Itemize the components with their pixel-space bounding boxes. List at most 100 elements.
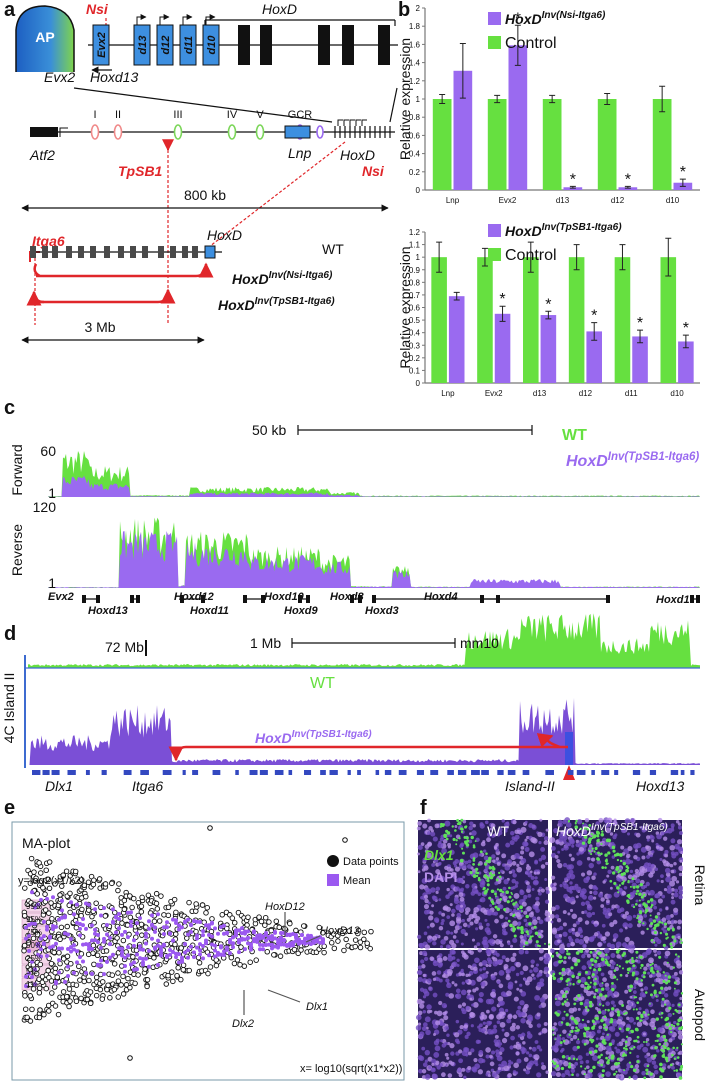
dlx1-signal bbox=[663, 1045, 667, 1050]
gene-label: Hoxd9 bbox=[284, 605, 319, 617]
mean-point bbox=[228, 938, 232, 943]
dlx1-signal bbox=[635, 950, 639, 954]
data-point bbox=[258, 918, 265, 925]
dapi-nucleus bbox=[551, 846, 556, 851]
genotype-superscript: Inv(Nsi-Itga6) bbox=[269, 270, 333, 281]
dlx1-signal bbox=[623, 1012, 626, 1016]
dlx1-signal bbox=[658, 1042, 662, 1046]
dapi-nucleus bbox=[604, 947, 610, 954]
dlx1-signal bbox=[592, 1024, 596, 1028]
dapi-nucleus bbox=[446, 1033, 450, 1037]
mean-point bbox=[90, 971, 94, 976]
dapi-nucleus bbox=[567, 912, 571, 916]
dapi-nucleus bbox=[643, 986, 649, 991]
mean-point bbox=[123, 964, 127, 969]
dapi-nucleus bbox=[633, 854, 638, 860]
dlx1-signal bbox=[639, 966, 642, 969]
dapi-nucleus bbox=[449, 966, 453, 970]
dlx1-signal bbox=[653, 926, 657, 930]
dlx1-signal bbox=[611, 845, 616, 850]
dlx1-signal bbox=[464, 841, 468, 845]
legend-label: Control bbox=[505, 35, 557, 52]
data-point bbox=[298, 947, 304, 953]
dapi-nucleus bbox=[554, 854, 559, 859]
dapi-nucleus bbox=[533, 966, 539, 973]
dapi-nucleus bbox=[584, 998, 590, 1005]
dlx1-signal bbox=[601, 982, 604, 984]
label: 4C Island II bbox=[1, 673, 17, 744]
dlx1-signal bbox=[596, 1061, 600, 1064]
dapi-nucleus bbox=[482, 1021, 486, 1025]
data-point bbox=[79, 906, 85, 913]
label: AP bbox=[35, 29, 54, 45]
dlx1-signal bbox=[483, 874, 487, 878]
dapi-nucleus bbox=[417, 821, 422, 826]
dapi-nucleus bbox=[567, 843, 571, 847]
dapi-nucleus bbox=[678, 970, 684, 975]
dapi-nucleus bbox=[571, 844, 575, 848]
dlx1-signal bbox=[660, 986, 664, 990]
dapi-nucleus bbox=[673, 907, 679, 913]
dlx1-signal bbox=[591, 1019, 595, 1023]
dlx1-signal bbox=[469, 870, 473, 875]
data-point bbox=[99, 996, 106, 1002]
dapi-nucleus bbox=[491, 854, 496, 859]
dlx1-signal bbox=[608, 1042, 613, 1047]
dapi-nucleus bbox=[514, 980, 518, 984]
dlx1-signal bbox=[605, 953, 608, 957]
dapi-nucleus bbox=[586, 870, 593, 876]
dapi-nucleus bbox=[677, 1030, 683, 1036]
data-point bbox=[66, 986, 73, 992]
mean-point bbox=[222, 949, 226, 954]
data-point bbox=[262, 915, 269, 921]
dapi-nucleus bbox=[510, 1035, 515, 1041]
dapi-nucleus bbox=[669, 880, 676, 887]
dlx1-signal bbox=[581, 841, 586, 845]
dlx1-signal bbox=[680, 1010, 683, 1012]
dapi-nucleus bbox=[522, 1041, 526, 1045]
dapi-nucleus bbox=[491, 859, 496, 863]
data-point bbox=[127, 984, 133, 991]
dapi-nucleus bbox=[498, 1063, 502, 1067]
dlx1-signal bbox=[609, 1020, 614, 1024]
gene-annotation bbox=[632, 770, 641, 775]
dlx1-signal bbox=[456, 822, 460, 826]
mean-point bbox=[195, 919, 199, 924]
dapi-nucleus bbox=[563, 893, 569, 899]
x-tick-label: Lnp bbox=[441, 389, 455, 398]
dlx1-signal bbox=[593, 850, 596, 853]
gene-box bbox=[318, 25, 330, 65]
dapi-nucleus bbox=[608, 1026, 613, 1031]
percentile-label: 5% bbox=[26, 967, 38, 976]
dapi-nucleus bbox=[545, 973, 550, 978]
dapi-nucleus bbox=[472, 852, 479, 859]
data-point bbox=[118, 982, 124, 988]
gene-annotation bbox=[567, 770, 574, 775]
dapi-nucleus bbox=[640, 988, 644, 992]
dapi-nucleus bbox=[586, 856, 591, 861]
mean-point bbox=[198, 942, 202, 947]
bar bbox=[431, 257, 447, 383]
dapi-nucleus bbox=[449, 849, 455, 856]
dapi-nucleus bbox=[455, 988, 461, 994]
dlx1-signal bbox=[654, 1027, 657, 1030]
dapi-nucleus bbox=[518, 948, 525, 955]
error-bar bbox=[439, 93, 446, 105]
error-bar bbox=[453, 291, 460, 301]
dapi-nucleus bbox=[563, 1060, 569, 1067]
dapi-nucleus bbox=[520, 914, 524, 918]
mean-point bbox=[312, 938, 316, 943]
dapi-nucleus bbox=[419, 1003, 425, 1009]
data-point bbox=[346, 928, 352, 934]
gene-label: Dlx1 bbox=[45, 778, 73, 794]
dapi-nucleus bbox=[490, 823, 496, 829]
dlx1-signal bbox=[571, 974, 575, 979]
dlx1-signal bbox=[472, 863, 475, 866]
dapi-nucleus bbox=[528, 1017, 533, 1022]
dlx1-signal bbox=[566, 949, 569, 953]
dlx1-signal bbox=[648, 1002, 651, 1005]
dlx1-signal bbox=[490, 873, 493, 876]
dapi-nucleus bbox=[424, 887, 430, 893]
genotype-name: HoxD bbox=[218, 297, 255, 313]
mean-point bbox=[132, 938, 136, 943]
